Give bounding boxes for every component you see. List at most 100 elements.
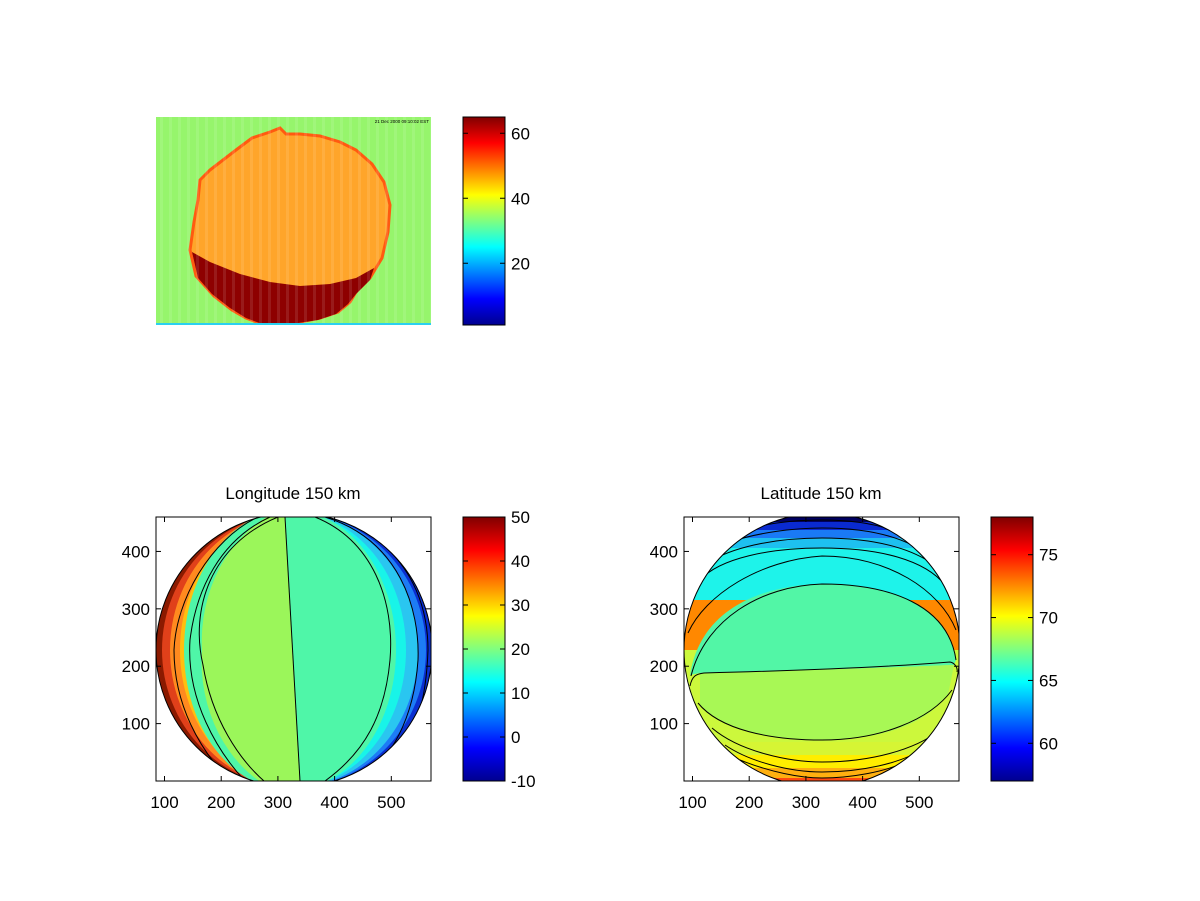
longitude-map	[156, 517, 431, 781]
longitude-contour	[189, 517, 271, 781]
latitude-contours	[687, 519, 958, 779]
image-colorbar-tick-label: 20	[511, 254, 530, 273]
longitude-contour-center	[284, 517, 301, 781]
latitude-contour	[699, 547, 946, 586]
longitude-colorbar: -10 0 10 20 30 40 50	[462, 508, 536, 791]
image-colorbar-tick-label: 40	[511, 189, 530, 208]
longitude-x-tick-label: 100	[150, 793, 178, 812]
image-stripe	[421, 117, 424, 323]
image-stripes	[160, 117, 431, 323]
image-content: 21 Dec 2000 09:10:02 EST	[156, 117, 431, 325]
longitude-outer-white-right	[294, 517, 431, 781]
image-stripe	[394, 117, 397, 323]
longitude-colorbar-tick-label: 20	[511, 640, 530, 659]
latitude-contour	[697, 689, 953, 741]
image-colorbar-gradient	[462, 116, 506, 326]
image-stripe	[313, 117, 316, 323]
latitude-y-tick-label: 400	[650, 542, 678, 561]
image-colorbar-ticks: 20 40 60	[463, 124, 530, 273]
latitude-contour	[690, 583, 957, 677]
image-stripe	[430, 117, 431, 323]
latitude-outer-white-left	[684, 517, 822, 781]
longitude-y-ticks: 100 200 300 400	[122, 542, 431, 734]
longitude-x-tick-label: 300	[264, 793, 292, 812]
latitude-colorbar-tick-label: 60	[1039, 734, 1058, 753]
image-stripe	[187, 117, 190, 323]
latitude-x-tick-label: 400	[848, 793, 876, 812]
latitude-band-mid-green	[700, 665, 954, 740]
longitude-y-tick-label: 400	[122, 542, 150, 561]
image-disk-dark-edge	[192, 252, 374, 324]
latitude-colorbar-gradient	[990, 516, 1034, 782]
image-stripe	[178, 117, 181, 323]
image-colorbar-tick-label: 60	[511, 124, 530, 143]
image-stripe	[403, 117, 406, 323]
longitude-colorbar-tick-label: -10	[511, 772, 536, 791]
longitude-colorbar-tick-label: 40	[511, 552, 530, 571]
image-stripe	[286, 117, 289, 323]
latitude-x-tick-label: 500	[905, 793, 933, 812]
longitude-x-tick-label: 400	[320, 793, 348, 812]
image-stripe	[250, 117, 253, 323]
longitude-x-ticks: 100 200 300 400 500	[150, 517, 405, 812]
latitude-contour-main	[689, 661, 958, 687]
longitude-y-tick-label: 200	[122, 657, 150, 676]
latitude-contour	[724, 744, 926, 773]
image-stripe	[223, 117, 226, 323]
latitude-colorbar-tick-label: 70	[1039, 609, 1058, 628]
image-stripe	[367, 117, 370, 323]
image-colorbar: 20 40 60	[462, 116, 530, 326]
image-bottom-line	[156, 323, 431, 325]
latitude-contour	[711, 537, 931, 563]
image-stripe	[259, 117, 262, 323]
image-stripe	[349, 117, 352, 323]
image-stripe	[304, 117, 307, 323]
latitude-contour	[729, 527, 913, 546]
longitude-colorbar-ticks: -10 0 10 20 30 40 50	[463, 508, 536, 791]
image-stripe	[277, 117, 280, 323]
longitude-contour	[198, 517, 279, 781]
image-stripe	[196, 117, 199, 323]
latitude-x-tick-label: 300	[792, 793, 820, 812]
latitude-axes-frame	[683, 516, 960, 782]
image-stripe	[241, 117, 244, 323]
longitude-contour	[314, 517, 392, 781]
image-stripe	[358, 117, 361, 323]
longitude-colorbar-tick-label: 50	[511, 508, 530, 527]
latitude-outer-white-right	[822, 517, 959, 781]
image-stripe	[322, 117, 325, 323]
latitude-x-tick-label: 100	[678, 793, 706, 812]
longitude-band-center-left	[201, 517, 300, 781]
latitude-contour	[739, 759, 906, 779]
image-stripe	[160, 117, 163, 323]
latitude-y-tick-label: 100	[650, 715, 678, 734]
longitude-axes-frame	[155, 516, 432, 782]
image-corner-text: 21 Dec 2000 09:10:02 EST	[375, 119, 430, 124]
image-stripe	[340, 117, 343, 323]
latitude-band-center	[690, 584, 956, 675]
latitude-panel: Latitude 150 km	[650, 484, 1058, 812]
image-stripe	[331, 117, 334, 323]
latitude-contour	[751, 519, 893, 531]
longitude-y-tick-label: 300	[122, 600, 150, 619]
latitude-colorbar: 60 65 70 75	[990, 516, 1058, 782]
image-stripe	[412, 117, 415, 323]
latitude-contour	[687, 555, 957, 634]
latitude-colorbar-tick-label: 65	[1039, 671, 1058, 690]
image-stripe	[205, 117, 208, 323]
longitude-x-tick-label: 200	[207, 793, 235, 812]
longitude-colorbar-gradient	[462, 516, 506, 782]
latitude-colorbar-ticks: 60 65 70 75	[991, 546, 1058, 753]
latitude-colorbar-tick-label: 75	[1039, 546, 1058, 565]
image-panel: 21 Dec 2000 09:10:02 EST 20 40 60	[156, 116, 530, 326]
longitude-colorbar-tick-label: 30	[511, 596, 530, 615]
longitude-x-tick-label: 500	[377, 793, 405, 812]
image-stripe	[385, 117, 388, 323]
latitude-y-tick-label: 300	[650, 600, 678, 619]
latitude-title: Latitude 150 km	[761, 484, 882, 503]
image-stripe	[295, 117, 298, 323]
longitude-panel: Longitude 150 km	[122, 484, 536, 812]
longitude-colorbar-tick-label: 10	[511, 684, 530, 703]
latitude-band-cyan	[684, 548, 959, 600]
